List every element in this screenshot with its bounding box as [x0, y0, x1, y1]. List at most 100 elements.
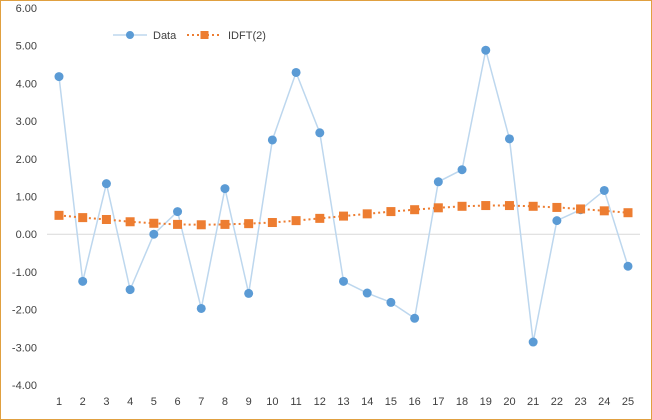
data-point-data [623, 261, 633, 271]
data-point-data [149, 229, 159, 239]
data-point-data [504, 134, 514, 144]
y-tick-label: -4.00 [12, 380, 37, 392]
y-tick-label: 5.00 [16, 41, 37, 53]
data-point-data [267, 135, 277, 145]
data-point-data [125, 285, 135, 295]
data-point-idft-2 [599, 206, 609, 216]
y-tick-label: -1.00 [12, 267, 37, 279]
series-line-data [58, 50, 629, 343]
data-point-idft-2 [315, 213, 325, 223]
data-point-idft-2 [149, 218, 159, 228]
legend-marker-idft-2 [200, 31, 209, 39]
x-tick-label: 15 [385, 396, 397, 408]
x-tick-label: 17 [432, 396, 444, 408]
data-point-data [481, 45, 491, 55]
data-point-data [78, 276, 88, 286]
data-point-idft-2 [457, 201, 467, 211]
legend-item-idft-2: IDFT(2) [187, 30, 266, 42]
data-point-idft-2 [386, 207, 396, 217]
y-tick-label: 2.00 [16, 154, 37, 166]
data-point-data [173, 207, 183, 217]
x-tick-label: 16 [409, 396, 421, 408]
y-tick-label: -2.00 [12, 305, 37, 317]
data-point-idft-2 [267, 218, 277, 228]
legend-item-data: Data [113, 30, 177, 42]
data-point-idft-2 [173, 219, 183, 229]
data-point-idft-2 [433, 203, 443, 213]
x-tick-label: 5 [151, 396, 157, 408]
data-point-idft-2 [244, 219, 254, 229]
x-tick-label: 21 [527, 396, 539, 408]
x-tick-label: 2 [80, 396, 86, 408]
x-tick-label: 4 [127, 396, 133, 408]
data-point-idft-2 [101, 214, 111, 224]
y-tick-label: 1.00 [16, 192, 37, 204]
data-point-data [599, 185, 609, 195]
x-tick-label: 20 [503, 396, 515, 408]
data-point-idft-2 [196, 220, 206, 230]
y-axis-tick-labels: -4.00 -3.00 -2.00 -1.00 0.00 1.00 2.00 3.00 4.00… [12, 3, 37, 392]
data-point-data [196, 303, 206, 313]
data-point-data [220, 184, 230, 194]
data-point-idft-2 [623, 208, 633, 218]
data-point-data [291, 67, 301, 77]
data-point-idft-2 [54, 210, 64, 220]
x-tick-label: 22 [551, 396, 563, 408]
data-point-data [54, 72, 64, 82]
y-tick-label: 0.00 [16, 229, 37, 241]
x-axis-tick-labels: 1 2 3 4 5 6 7 8 9 10 11 12 13 14 15 16 17 18 19 20 21 22 23 24 2… [56, 396, 634, 408]
data-point-idft-2 [576, 204, 586, 214]
x-tick-label: 13 [337, 396, 349, 408]
data-point-idft-2 [410, 205, 420, 215]
data-point-idft-2 [481, 201, 491, 211]
legend-marker-data [126, 31, 134, 39]
x-tick-label: 23 [574, 396, 586, 408]
data-point-idft-2 [362, 209, 372, 219]
data-point-data [315, 128, 325, 138]
series-idft-2 [54, 201, 633, 230]
y-tick-label: 4.00 [16, 78, 37, 90]
x-tick-label: 24 [598, 396, 610, 408]
x-tick-label: 3 [103, 396, 109, 408]
data-point-data [433, 177, 443, 187]
data-point-idft-2 [291, 216, 301, 226]
data-point-data [552, 216, 562, 226]
x-tick-label: 25 [622, 396, 634, 408]
x-tick-label: 6 [174, 396, 180, 408]
x-tick-label: 14 [361, 396, 373, 408]
legend-label-idft-2: IDFT(2) [228, 30, 266, 42]
data-point-data [244, 288, 254, 298]
x-tick-label: 9 [246, 396, 252, 408]
data-point-data [339, 276, 348, 286]
x-tick-label: 19 [480, 396, 492, 408]
data-point-data [362, 288, 372, 298]
data-point-idft-2 [339, 211, 348, 221]
series-layer [54, 45, 633, 347]
data-point-idft-2 [528, 201, 538, 211]
y-tick-label: -3.00 [12, 342, 37, 354]
data-point-data [101, 179, 111, 189]
x-tick-label: 8 [222, 396, 228, 408]
x-tick-label: 10 [266, 396, 278, 408]
x-tick-label: 11 [290, 396, 301, 408]
legend-label-data: Data [153, 30, 177, 42]
data-point-idft-2 [125, 217, 135, 227]
data-point-idft-2 [78, 213, 88, 223]
data-point-data [528, 337, 538, 347]
x-tick-label: 1 [56, 396, 62, 408]
data-point-data [410, 313, 420, 323]
data-point-data [386, 297, 396, 307]
data-point-idft-2 [504, 201, 514, 211]
x-tick-label: 7 [198, 396, 204, 408]
data-point-data [457, 165, 467, 175]
legend: Data IDFT(2) [113, 30, 266, 42]
data-point-idft-2 [220, 219, 230, 229]
y-tick-label: 3.00 [16, 116, 37, 128]
x-tick-label: 12 [314, 396, 326, 408]
data-point-idft-2 [552, 202, 562, 212]
series-data [54, 45, 633, 347]
x-tick-label: 18 [456, 396, 468, 408]
y-tick-label: 6.00 [16, 3, 37, 15]
